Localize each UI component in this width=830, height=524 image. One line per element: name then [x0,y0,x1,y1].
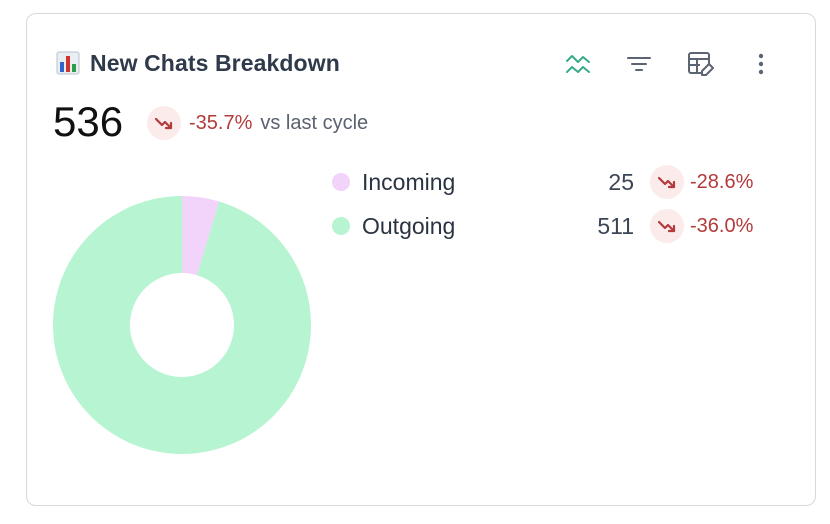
more-options-button[interactable] [743,46,779,82]
legend-label: Outgoing [362,212,456,239]
trend-compare-button[interactable] [560,46,596,82]
donut-slice-outgoing[interactable] [52,196,312,454]
trend-down-icon [657,220,676,233]
incoming-color-swatch [332,173,350,191]
legend-count: 511 [597,212,634,239]
edit-table-icon [688,52,714,76]
donut-slice-incoming[interactable] [182,196,220,276]
trend-down-badge [147,106,181,140]
card-title: New Chats Breakdown [90,49,340,76]
card-toolbar [560,46,779,82]
outgoing-color-swatch [332,217,350,235]
filter-icon [627,57,651,71]
more-vertical-icon [758,53,764,75]
legend-item-outgoing[interactable]: Outgoing 511 -36.0% [332,208,772,244]
delta-suffix: vs last cycle [260,111,369,134]
total-delta: -35.7% vs last cycle [147,106,368,140]
trend-down-badge [650,165,684,199]
trend-compare-icon [566,55,590,73]
edit-table-button[interactable] [682,46,718,82]
legend-count: 25 [608,168,634,195]
donut-chart [52,196,312,454]
total-chats-value: 536 [53,98,124,145]
legend-item-incoming[interactable]: Incoming 25 -28.6% [332,164,772,200]
card-header: New Chats Breakdown [56,46,340,80]
legend-label: Incoming [362,168,456,195]
trend-down-icon [154,117,173,130]
trend-down-icon [657,176,676,189]
chart-legend: Incoming 25 -28.6% Outgoing 511 -36.0% [332,164,772,252]
delta-percent: -35.7% [189,111,253,134]
legend-delta: -36.0% [690,214,754,237]
filter-button[interactable] [621,46,657,82]
bar-chart-emoji-icon [56,51,80,75]
legend-delta: -28.6% [690,170,754,193]
trend-down-badge [650,209,684,243]
